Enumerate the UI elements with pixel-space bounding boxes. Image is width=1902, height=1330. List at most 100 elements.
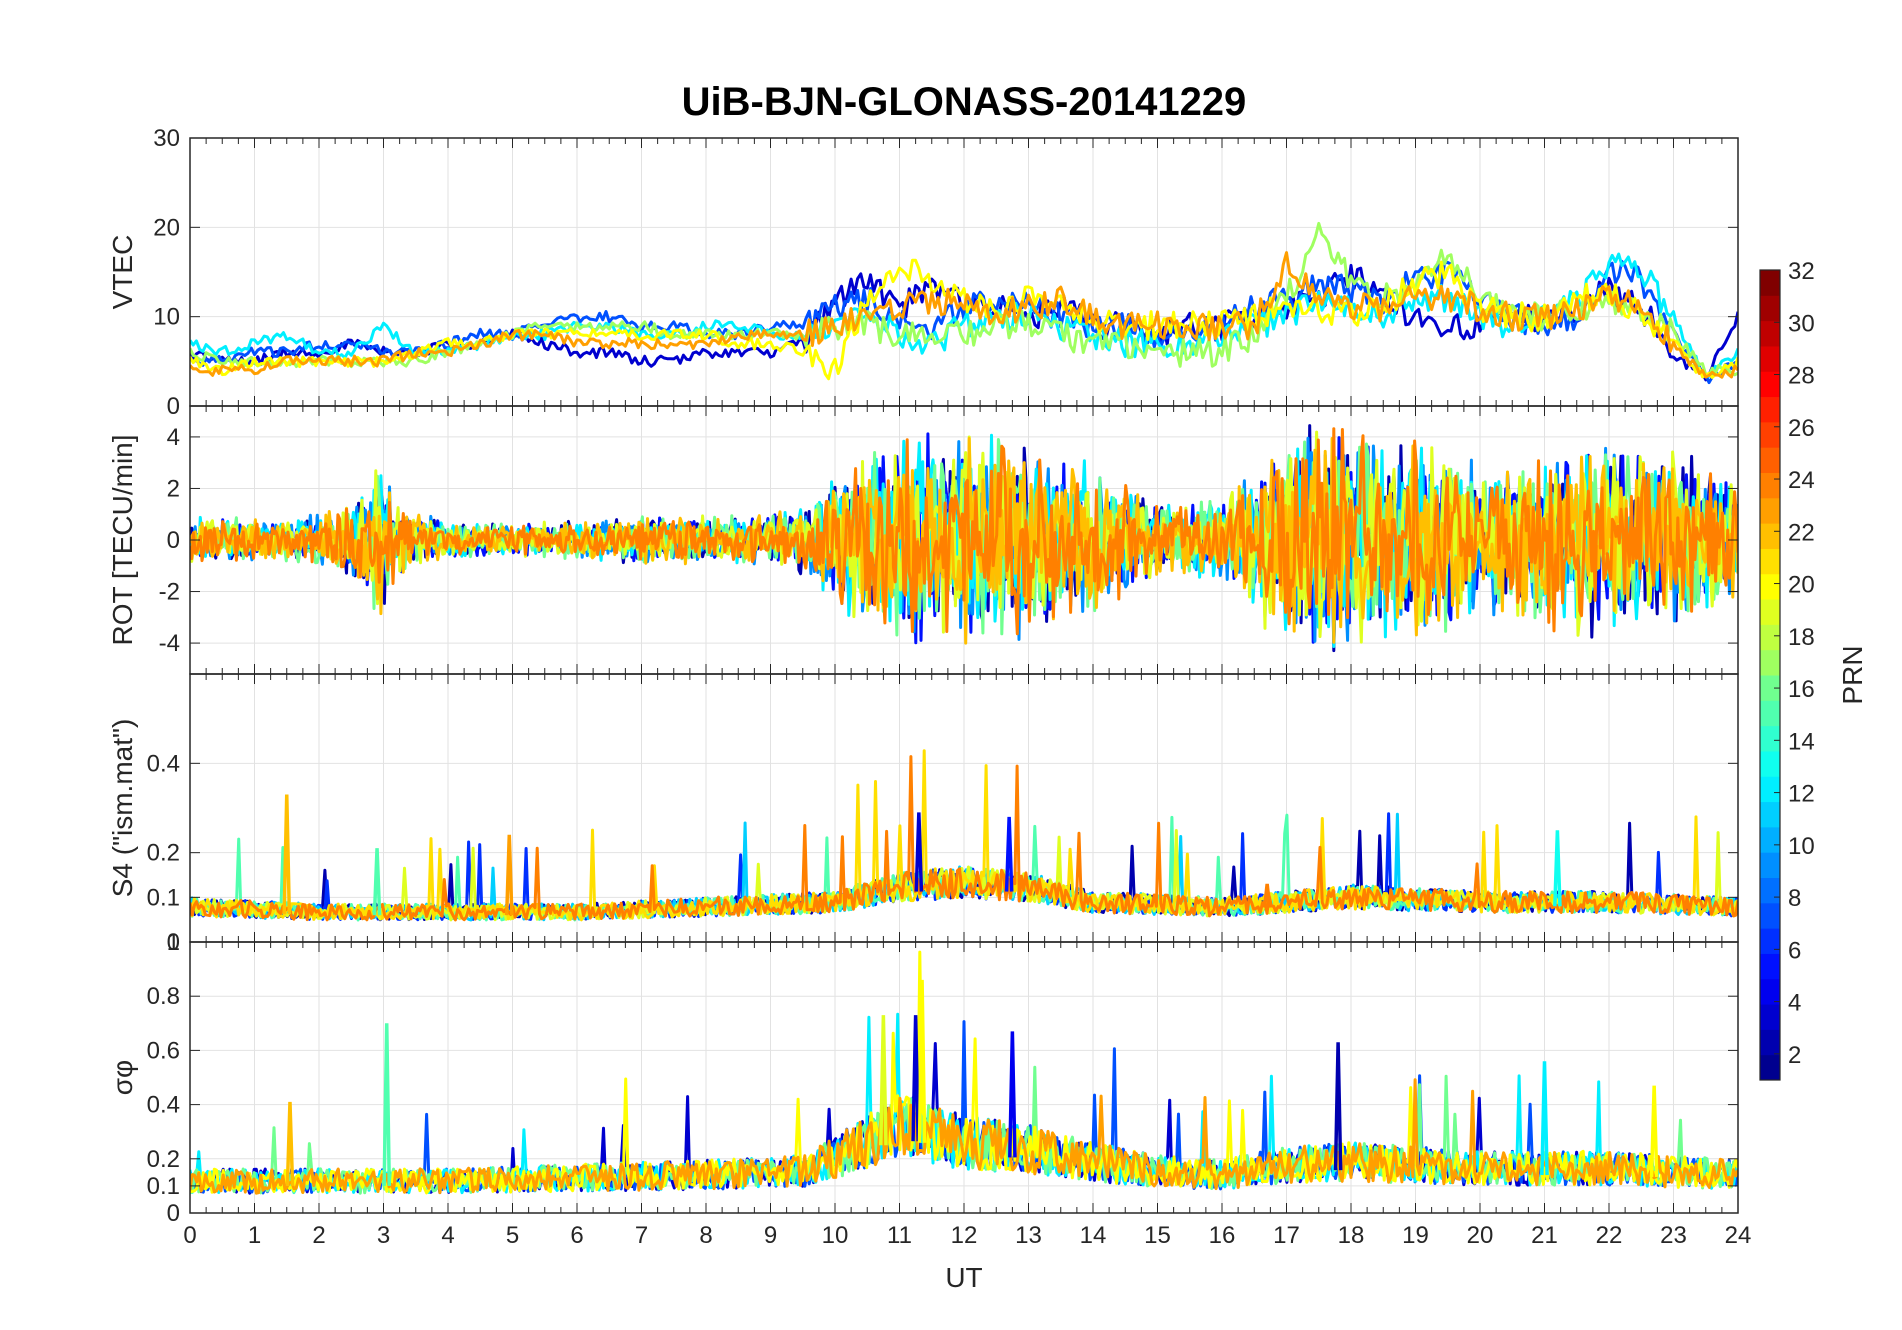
x-tick-label: 15 — [1144, 1222, 1171, 1249]
spike-mark — [382, 1023, 392, 1186]
x-tick-label: 17 — [1273, 1222, 1300, 1249]
chart-title: UiB-BJN-GLONASS-20141229 — [682, 80, 1247, 124]
x-axis-label: UT — [945, 1262, 982, 1293]
series-group — [190, 424, 1738, 653]
x-tick-label: 19 — [1402, 1222, 1429, 1249]
x-tick-label: 9 — [764, 1222, 777, 1249]
colorbar-tick-label: 30 — [1788, 310, 1815, 337]
series-line-prn-23 — [190, 251, 1738, 379]
y-tick-label: 10 — [153, 304, 180, 331]
spike-mark — [1649, 1085, 1659, 1178]
y-tick-label: 1 — [167, 929, 180, 956]
y-tick-label: 0 — [167, 1200, 180, 1227]
y-tick-label: -2 — [159, 579, 180, 606]
colorbar-segment — [1760, 1004, 1780, 1030]
spike-mark — [285, 1101, 295, 1186]
x-tick-label: 11 — [887, 1222, 912, 1249]
colorbar-tick-label: 18 — [1788, 624, 1815, 651]
colorbar-tick-label: 26 — [1788, 415, 1815, 442]
x-tick-label: 22 — [1596, 1222, 1623, 1249]
y-tick-label: 0 — [167, 929, 180, 956]
spike-mark — [1333, 1042, 1343, 1171]
series-line-prn-23 — [190, 1078, 1738, 1195]
colorbar-segment — [1760, 295, 1780, 322]
y-axis-label: ROT [TECU/min] — [107, 434, 138, 645]
colorbar-segment — [1760, 548, 1780, 575]
colorbar-tick-label: 28 — [1788, 363, 1815, 390]
y-tick-label: 0.4 — [147, 1092, 180, 1119]
series-line-prn-24 — [190, 755, 1738, 922]
series-line-prn-24 — [190, 427, 1738, 636]
y-axis-label: σφ — [107, 1060, 138, 1095]
spike-mark — [1008, 1031, 1017, 1158]
x-tick-label: 0 — [183, 1222, 196, 1249]
axis-ticks — [189, 674, 1739, 943]
x-tick-label: 6 — [570, 1222, 583, 1249]
x-tick-label: 10 — [822, 1222, 849, 1249]
x-tick-label: 2 — [312, 1222, 325, 1249]
colorbar-segment — [1760, 776, 1780, 803]
axis-ticks — [189, 406, 1739, 674]
x-tick-label: 20 — [1467, 1222, 1494, 1249]
x-tick-label: 16 — [1209, 1222, 1236, 1249]
colorbar-segment — [1760, 371, 1780, 398]
colorbar-segment — [1760, 928, 1780, 954]
x-tick-label: 23 — [1660, 1222, 1687, 1249]
y-tick-label: 2 — [167, 475, 180, 502]
colorbar-segment — [1760, 396, 1780, 423]
colorbar-segment — [1760, 1054, 1780, 1081]
y-tick-label: 30 — [153, 125, 180, 152]
spike-mark — [879, 1015, 888, 1146]
colorbar-segment — [1760, 852, 1780, 878]
y-tick-label: 0.4 — [147, 750, 180, 777]
x-tick-label: 4 — [441, 1222, 454, 1249]
colorbar-tick-label: 14 — [1788, 728, 1815, 755]
spike-mark — [911, 1015, 920, 1142]
colorbar-tick-label: 12 — [1788, 781, 1815, 808]
spike-mark — [1553, 830, 1562, 907]
x-tick-label: 1 — [248, 1222, 261, 1249]
x-tick-label: 3 — [377, 1222, 390, 1249]
colorbar-segment — [1760, 270, 1780, 296]
spike-mark — [917, 979, 927, 1143]
colorbar-segment — [1760, 523, 1780, 549]
colorbar-frame — [1759, 269, 1781, 1081]
colorbar-segment — [1760, 345, 1780, 372]
spike-mark — [914, 812, 924, 892]
y-tick-label: 20 — [153, 214, 180, 241]
colorbar-segment — [1760, 447, 1780, 473]
colorbar-segment — [1760, 902, 1780, 929]
colorbar-segment — [1760, 826, 1780, 853]
series-group — [190, 749, 1738, 922]
y-tick-label: 0 — [167, 393, 180, 420]
colorbar-tick-label: 24 — [1788, 467, 1815, 494]
colorbar-segment — [1760, 472, 1780, 499]
y-tick-label: 0.1 — [147, 884, 180, 911]
colorbar-tick-label: 8 — [1788, 885, 1801, 912]
y-tick-label: 0.2 — [147, 840, 180, 867]
y-axis-label: S4 ("ism.mat") — [107, 719, 138, 898]
y-tick-label: 4 — [167, 424, 180, 451]
y-tick-label: -4 — [159, 630, 180, 657]
colorbar-label: PRN — [1837, 645, 1868, 704]
colorbar-tick-label: 16 — [1788, 676, 1815, 703]
y-tick-label: 0.8 — [147, 983, 180, 1010]
colorbar-segment — [1760, 801, 1780, 828]
x-tick-label: 14 — [1080, 1222, 1107, 1249]
colorbar-segment — [1760, 877, 1780, 904]
colorbar-segment — [1760, 953, 1780, 980]
colorbar-segment — [1760, 725, 1780, 752]
x-tick-label: 21 — [1531, 1222, 1558, 1249]
axis-ticks — [189, 137, 1739, 407]
colorbar-segment — [1760, 750, 1780, 777]
panel-2: -4 -2 0 2 4 ROT [TECU/min] — [107, 405, 1739, 675]
spike-mark — [372, 848, 382, 916]
colorbar-tick-label: 2 — [1788, 1042, 1801, 1069]
series-group — [190, 950, 1738, 1195]
x-tick-label: 8 — [699, 1222, 712, 1249]
colorbar-segment — [1760, 599, 1780, 625]
x-tick-label: 12 — [951, 1222, 978, 1249]
